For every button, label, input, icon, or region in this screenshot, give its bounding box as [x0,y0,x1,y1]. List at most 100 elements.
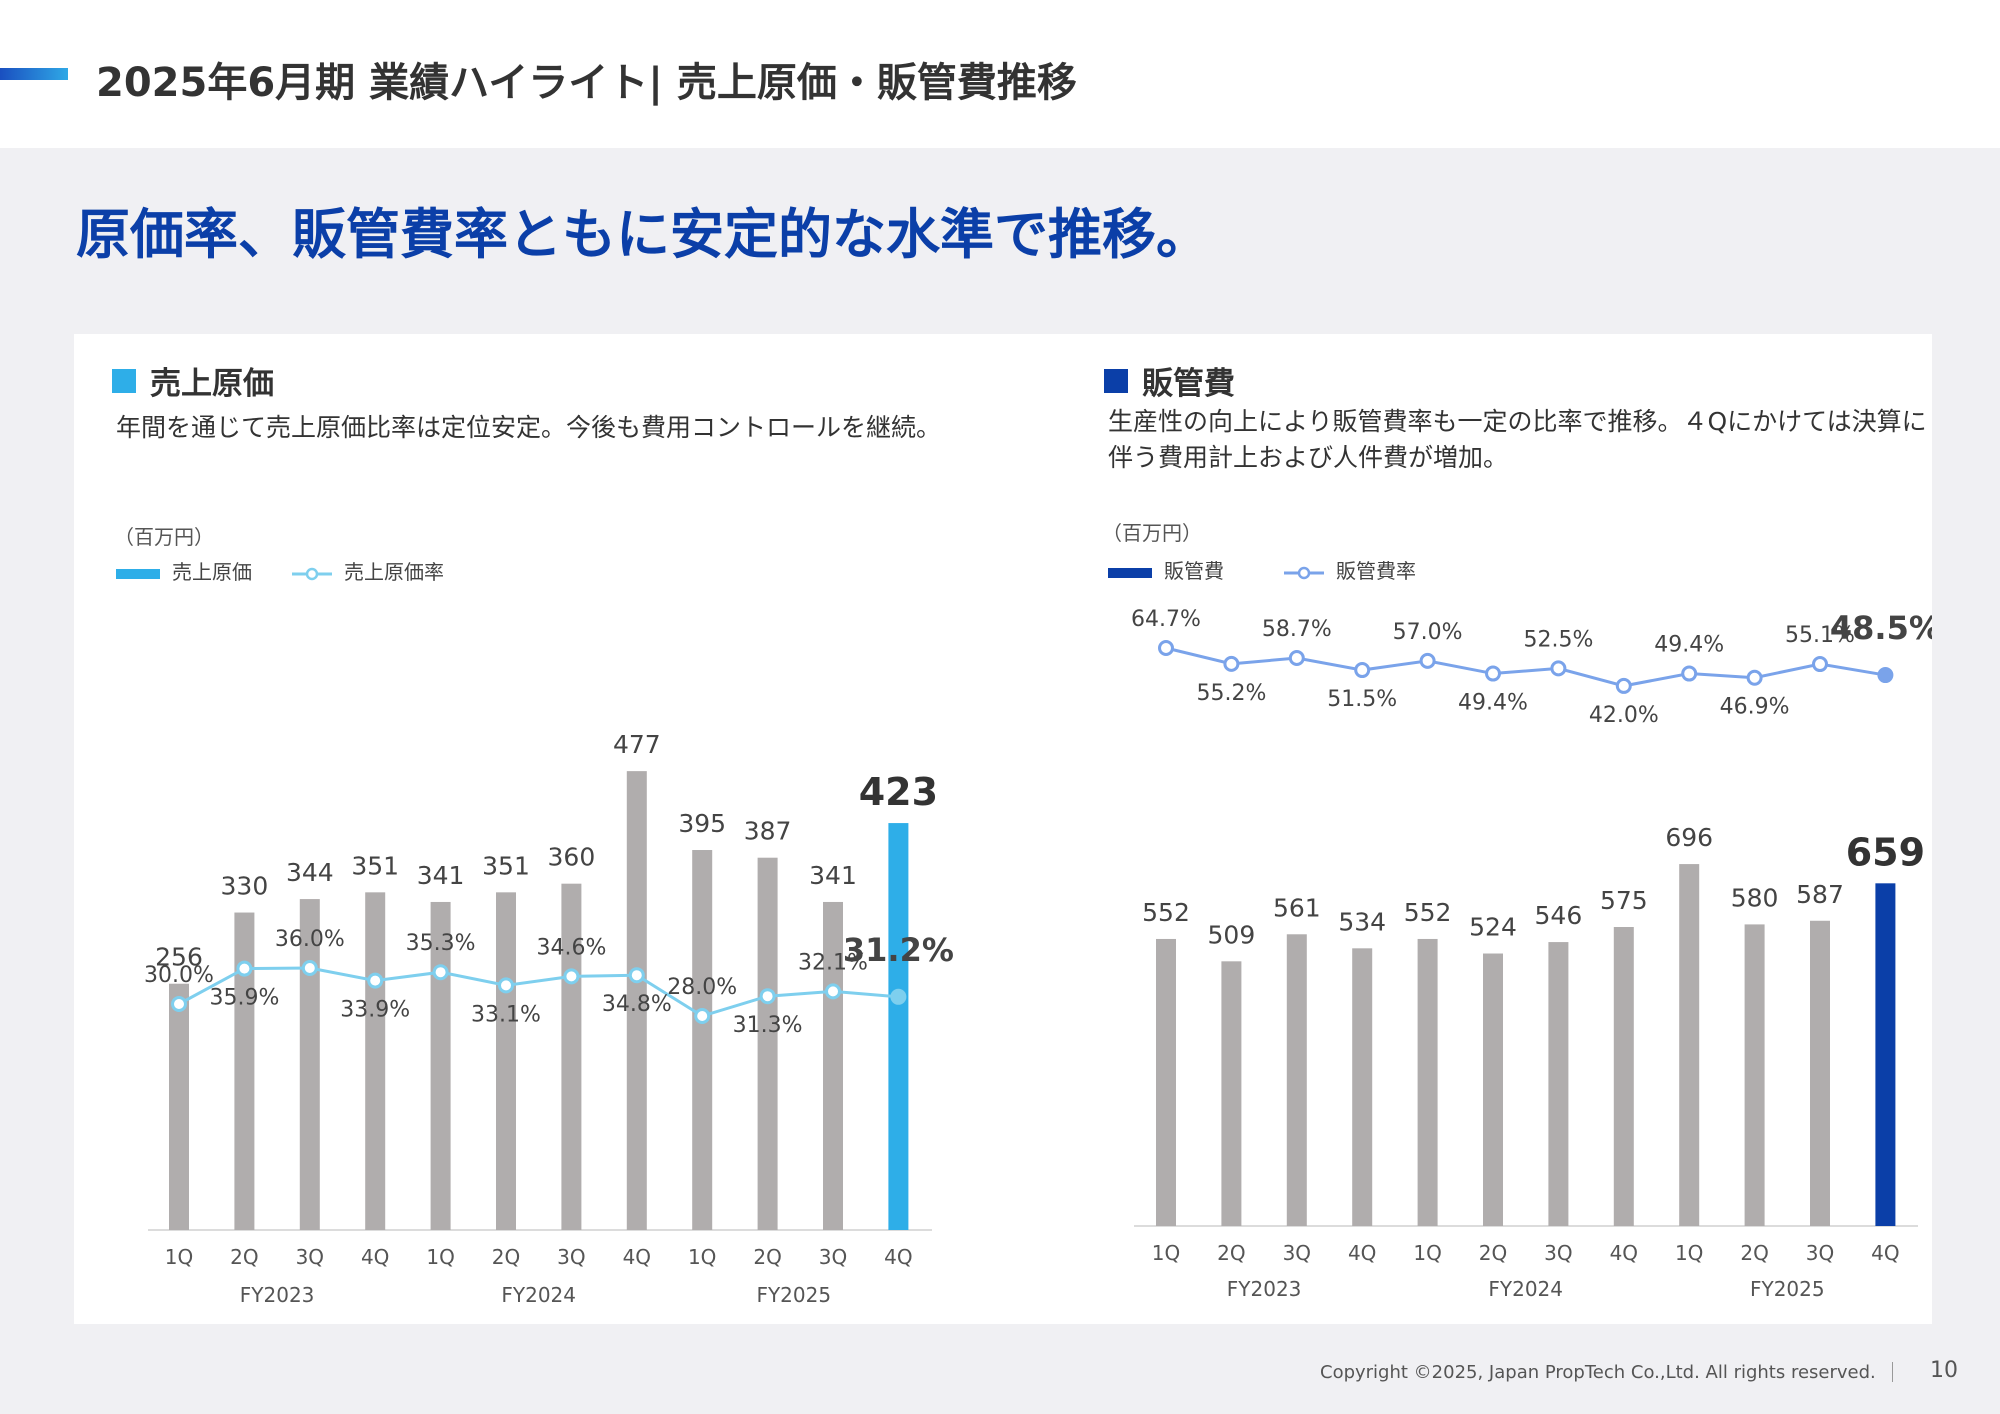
cost-bar [430,901,451,1230]
sga-bar [1352,948,1373,1226]
sga-category-label: 3Q [1283,1241,1311,1265]
sga-fiscal-year-label: FY2024 [1488,1277,1563,1301]
footer-divider [1892,1362,1893,1382]
sga-fiscal-year-label: FY2023 [1227,1277,1302,1301]
sga-legend-bar-label: 販管費 [1164,559,1224,583]
sga-rate-label: 57.0% [1393,620,1463,645]
cost-unit-label: （百万円） [114,525,214,549]
cost-section-label: 売上原価 [150,366,274,402]
cost-rate-point [301,960,318,976]
sga-bar-label: 534 [1338,907,1386,936]
sga-category-label: 1Q [1675,1241,1703,1265]
cost-bar-label: 387 [744,817,792,846]
cost-bar [757,857,778,1230]
cost-legend-bar-swatch [116,569,160,579]
sga-rate-point [1877,667,1894,684]
cost-legend-bar-label: 売上原価 [172,560,252,584]
sga-category-label: 2Q [1479,1241,1507,1265]
cost-rate-label: 33.9% [340,998,410,1023]
cost-rate-point [694,1008,711,1024]
sga-legend-marker [1297,566,1311,580]
cost-rate-point [498,977,514,994]
sga-bar [1221,961,1242,1226]
sga-bar [1875,883,1896,1226]
sga-bar [1417,938,1438,1226]
sga-bar-label: 546 [1535,901,1583,930]
cost-bar [496,892,516,1230]
sga-category-label: 3Q [1544,1241,1572,1265]
sga-bar-label: 561 [1273,893,1321,922]
cost-bar-label: 351 [351,851,399,880]
cost-section-title: 売上原価 [112,358,274,403]
cost-bar [299,899,320,1230]
cost-rate-label: 31.3% [733,1013,803,1038]
cost-rate-label: 33.1% [471,1002,541,1027]
cost-bar-label: 395 [678,809,726,838]
sga-category-label: 4Q [1348,1241,1376,1265]
sga-rate-label: 49.4% [1458,691,1528,716]
cost-bar [365,892,386,1230]
sga-rate-label: 58.7% [1262,617,1332,642]
sga-rate-label: 55.1% [1785,623,1855,648]
sga-square-icon [1104,368,1128,393]
cost-bar [169,983,189,1230]
cost-square-icon [112,368,136,393]
sga-bar-label: 524 [1469,913,1517,942]
cost-rate-label: 35.3% [406,931,476,956]
sga-bar-label: 575 [1600,886,1648,915]
sga-rate-point [1812,656,1828,673]
sga-unit-label: （百万円） [1102,521,1202,545]
sga-rate-point [1615,677,1632,694]
sga-category-label: 2Q [1217,1241,1245,1265]
sga-fiscal-year-label: FY2025 [1750,1277,1825,1301]
sga-bar-label: 659 [1846,830,1925,874]
cost-bar [626,771,647,1230]
sga-rate-point [1223,655,1240,672]
cost-description: 年間を通じて売上原価比率は定位安定。今後も費用コントロールを継続。 [116,413,942,442]
cost-rate-label: 34.8% [602,992,672,1017]
cost-category-label: 4Q [884,1245,912,1269]
cost-legend-marker [305,567,319,581]
cost-rate-point [367,972,384,989]
sga-legend-line-label: 販管費率 [1336,559,1416,583]
cost-rate-label: 32.1% [798,950,868,975]
header: 2025年6月期 業績ハイライト| 売上原価・販管費推移 [0,0,2000,148]
cost-rate-point [825,983,841,1000]
sga-rate-point [1485,665,1501,682]
sga-bar-label: 580 [1731,883,1779,912]
sga-rate-point [1746,669,1763,686]
sga-rate-label: 55.2% [1196,681,1266,706]
sga-bar-label: 509 [1208,920,1256,949]
cost-bar [234,912,255,1230]
cost-bar [888,823,909,1230]
sga-bar [1483,953,1503,1226]
cost-bar-label: 341 [417,861,465,890]
sga-chart: （百万円） 販管費 販管費率 552 1Q 509 2Q 561 3Q 534 4Q 552 1Q 524… [1102,521,1932,1301]
page-number: 10 [1930,1358,1958,1383]
sga-bar-label: 587 [1796,880,1844,909]
sga-category-label: 4Q [1610,1241,1638,1265]
header-accent-bar [0,68,68,80]
cost-bar-label: 423 [859,770,938,814]
sga-rate-label: 51.5% [1327,687,1397,712]
sga-rate-label: 52.5% [1523,627,1593,652]
charts-panel: 売上原価 年間を通じて売上原価比率は定位安定。今後も費用コントロールを継続。 （… [74,334,1932,1324]
cost-rate-label: 31.2% [843,931,954,969]
sga-bar [1613,927,1634,1226]
sga-section-title: 販管費 [1104,358,1235,403]
cost-fiscal-year-label: FY2024 [501,1283,576,1307]
sga-bar [1286,934,1307,1226]
cost-rate-line [178,966,899,1018]
cost-bar-label: 360 [548,843,596,872]
sga-rate-line [1165,646,1886,688]
sga-legend-bar-swatch [1108,568,1152,578]
cost-bar-label: 477 [613,730,661,759]
sga-bar [1744,924,1765,1226]
cost-category-label: 2Q [230,1245,258,1269]
sga-rate-label: 49.4% [1654,633,1724,658]
sga-rate-point [1419,652,1436,669]
sga-chart-block: 販管費 生産性の向上により販管費率も一定の比率で推移。４Qにかけては決算に伴う費… [988,334,1932,1324]
sga-category-label: 2Q [1740,1241,1768,1265]
sga-bar [1156,938,1176,1226]
sga-bar-label: 552 [1404,898,1452,927]
